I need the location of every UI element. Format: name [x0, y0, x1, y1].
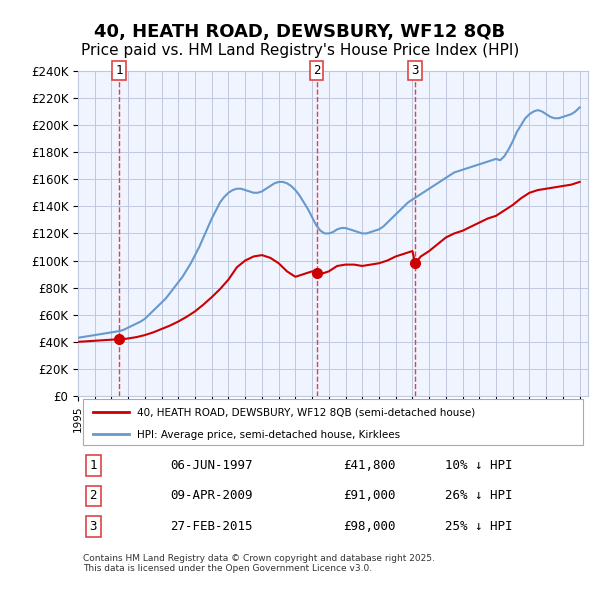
Text: 40, HEATH ROAD, DEWSBURY, WF12 8QB (semi-detached house): 40, HEATH ROAD, DEWSBURY, WF12 8QB (semi…: [137, 408, 475, 418]
Text: 2: 2: [313, 64, 320, 77]
Text: Contains HM Land Registry data © Crown copyright and database right 2025.
This d: Contains HM Land Registry data © Crown c…: [83, 554, 435, 573]
Text: 10% ↓ HPI: 10% ↓ HPI: [445, 459, 513, 472]
Text: 27-FEB-2015: 27-FEB-2015: [170, 520, 253, 533]
Text: £98,000: £98,000: [343, 520, 396, 533]
Text: 1: 1: [115, 64, 122, 77]
Text: 1: 1: [89, 459, 97, 472]
Text: 06-JUN-1997: 06-JUN-1997: [170, 459, 253, 472]
Text: £41,800: £41,800: [343, 459, 396, 472]
Text: 25% ↓ HPI: 25% ↓ HPI: [445, 520, 513, 533]
Text: 09-APR-2009: 09-APR-2009: [170, 489, 253, 502]
FancyBboxPatch shape: [83, 399, 583, 445]
Text: 26% ↓ HPI: 26% ↓ HPI: [445, 489, 513, 502]
Text: 3: 3: [89, 520, 97, 533]
Text: 2: 2: [89, 489, 97, 502]
Text: 3: 3: [412, 64, 419, 77]
Text: £91,000: £91,000: [343, 489, 396, 502]
Text: HPI: Average price, semi-detached house, Kirklees: HPI: Average price, semi-detached house,…: [137, 430, 400, 440]
Text: Price paid vs. HM Land Registry's House Price Index (HPI): Price paid vs. HM Land Registry's House …: [81, 42, 519, 58]
Text: 40, HEATH ROAD, DEWSBURY, WF12 8QB: 40, HEATH ROAD, DEWSBURY, WF12 8QB: [94, 24, 506, 41]
